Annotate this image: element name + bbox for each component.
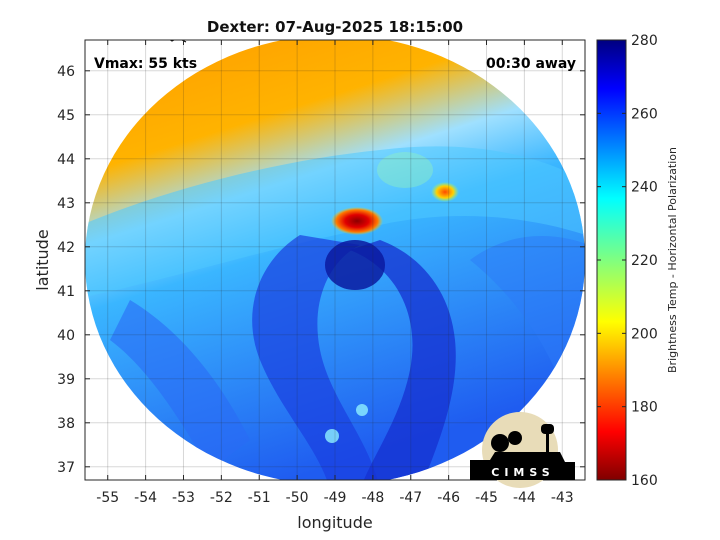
x-tick-label: -47 [399, 490, 422, 506]
x-tick-label: -49 [324, 490, 347, 506]
x-tick-label: -45 [475, 490, 498, 506]
y-tick-label: 44 [57, 152, 75, 168]
colorbar-ticks: 160 180 200 220 240 260 280 [597, 33, 658, 489]
x-tick-label: -55 [96, 490, 119, 506]
y-tick-label: 42 [57, 240, 75, 256]
y-tick-label: 41 [57, 284, 75, 300]
y-axis: 37 38 39 40 41 42 43 44 45 46 [57, 64, 585, 476]
cimss-logo: CIMSS [470, 412, 575, 488]
colorbar-tick-label: 160 [631, 473, 658, 489]
colorbar-label: Brightness Temp - Horizontal Polarizatio… [666, 147, 679, 373]
colorbar-tick-label: 240 [631, 180, 658, 196]
x-axis: -55 -54 -53 -52 -51 -50 -49 -48 -47 -46 -45 -44 -43 [96, 40, 574, 506]
vmax-annotation: Vmax: 55 kts [94, 56, 197, 72]
y-tick-label: 39 [57, 372, 75, 388]
y-tick-label: 37 [57, 460, 75, 476]
time-away-annotation: 00:30 away [486, 56, 576, 72]
y-tick-label: 40 [57, 328, 75, 344]
colorbar-tick-label: 280 [631, 33, 658, 49]
colorbar-tick-label: 260 [631, 106, 658, 122]
x-tick-label: -54 [134, 490, 157, 506]
x-tick-label: -52 [210, 490, 233, 506]
x-tick-label: -44 [513, 490, 536, 506]
colorbar-tick-label: 180 [631, 400, 658, 416]
cold-core [331, 207, 383, 235]
y-axis-label: latitude [33, 229, 52, 290]
chart-title: Dexter: 07-Aug-2025 18:15:00 [207, 18, 463, 36]
swath-image [85, 40, 585, 480]
x-tick-label: -53 [172, 490, 195, 506]
x-tick-label: -51 [248, 490, 271, 506]
x-axis-label: longitude [297, 513, 372, 532]
x-tick-label: -48 [361, 490, 384, 506]
y-tick-label: 46 [57, 64, 75, 80]
x-tick-label: -50 [286, 490, 309, 506]
y-tick-label: 45 [57, 108, 75, 124]
y-tick-label: 38 [57, 416, 75, 432]
colorbar-tick-label: 220 [631, 253, 658, 269]
logo-text: CIMSS [491, 466, 554, 479]
y-tick-label: 43 [57, 196, 75, 212]
x-tick-label: -46 [437, 490, 460, 506]
grid-lines [85, 40, 585, 480]
x-tick-label: -43 [551, 490, 574, 506]
colorbar [596, 39, 627, 481]
colorbar-tick-label: 200 [631, 326, 658, 342]
